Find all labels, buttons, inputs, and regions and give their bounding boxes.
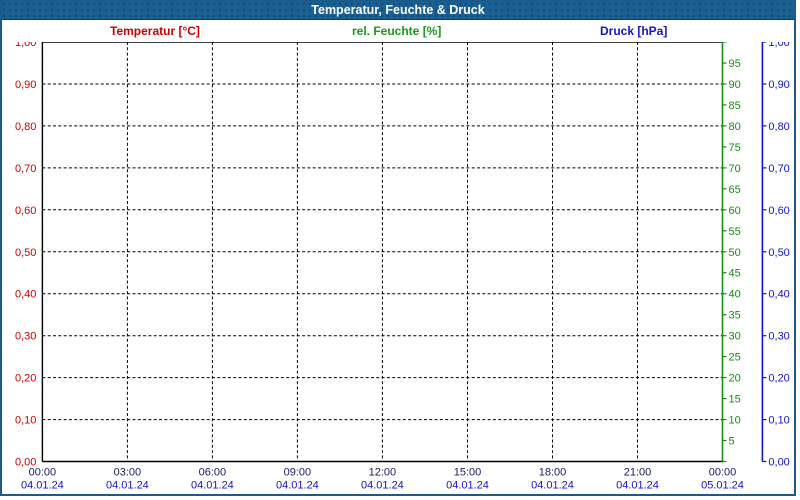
svg-text:10: 10 [729, 415, 741, 427]
svg-text:75: 75 [729, 142, 741, 154]
svg-text:0,40: 0,40 [768, 289, 789, 301]
svg-text:05.01.24: 05.01.24 [701, 480, 744, 492]
svg-text:25: 25 [729, 352, 741, 364]
svg-text:45: 45 [729, 268, 741, 280]
svg-text:06:00: 06:00 [199, 467, 227, 479]
svg-text:0,40: 0,40 [15, 289, 36, 301]
svg-text:00:00: 00:00 [709, 467, 737, 479]
svg-text:20: 20 [729, 373, 741, 385]
svg-text:0,00: 0,00 [768, 457, 789, 469]
svg-text:0,10: 0,10 [15, 415, 36, 427]
svg-text:1,00: 1,00 [768, 42, 789, 49]
svg-text:0,50: 0,50 [768, 247, 789, 259]
svg-text:15: 15 [729, 394, 741, 406]
svg-text:04.01.24: 04.01.24 [191, 480, 234, 492]
svg-text:65: 65 [729, 184, 741, 196]
svg-text:0,70: 0,70 [768, 163, 789, 175]
svg-text:90: 90 [729, 79, 741, 91]
svg-text:04.01.24: 04.01.24 [106, 480, 149, 492]
svg-text:0,90: 0,90 [15, 79, 36, 91]
svg-text:80: 80 [729, 121, 741, 133]
svg-text:04.01.24: 04.01.24 [531, 480, 574, 492]
svg-text:0,50: 0,50 [15, 247, 36, 259]
svg-text:0,80: 0,80 [768, 121, 789, 133]
svg-text:0,20: 0,20 [768, 373, 789, 385]
svg-text:5: 5 [729, 436, 735, 448]
svg-text:00:00: 00:00 [29, 467, 57, 479]
svg-text:35: 35 [729, 310, 741, 322]
svg-text:60: 60 [729, 205, 741, 217]
svg-text:85: 85 [729, 100, 741, 112]
svg-text:55: 55 [729, 226, 741, 238]
svg-text:0,30: 0,30 [15, 331, 36, 343]
svg-text:1,00: 1,00 [15, 42, 36, 49]
svg-text:0,10: 0,10 [768, 415, 789, 427]
svg-text:0,30: 0,30 [768, 331, 789, 343]
svg-text:0,90: 0,90 [768, 79, 789, 91]
svg-text:50: 50 [729, 247, 741, 259]
svg-text:04.01.24: 04.01.24 [21, 480, 64, 492]
svg-text:04.01.24: 04.01.24 [616, 480, 659, 492]
svg-text:15:00: 15:00 [454, 467, 482, 479]
svg-text:04.01.24: 04.01.24 [361, 480, 404, 492]
svg-text:0,80: 0,80 [15, 121, 36, 133]
svg-text:21:00: 21:00 [624, 467, 652, 479]
svg-text:95: 95 [729, 58, 741, 70]
svg-text:03:00: 03:00 [114, 467, 142, 479]
svg-text:04.01.24: 04.01.24 [446, 480, 489, 492]
svg-text:40: 40 [729, 289, 741, 301]
svg-text:12:00: 12:00 [369, 467, 397, 479]
svg-text:18:00: 18:00 [539, 467, 567, 479]
svg-text:0,60: 0,60 [15, 205, 36, 217]
svg-text:0,60: 0,60 [768, 205, 789, 217]
svg-text:0,70: 0,70 [15, 163, 36, 175]
svg-text:04.01.24: 04.01.24 [276, 480, 319, 492]
svg-text:09:00: 09:00 [284, 467, 312, 479]
svg-text:70: 70 [729, 163, 741, 175]
svg-text:0,20: 0,20 [15, 373, 36, 385]
svg-text:30: 30 [729, 331, 741, 343]
